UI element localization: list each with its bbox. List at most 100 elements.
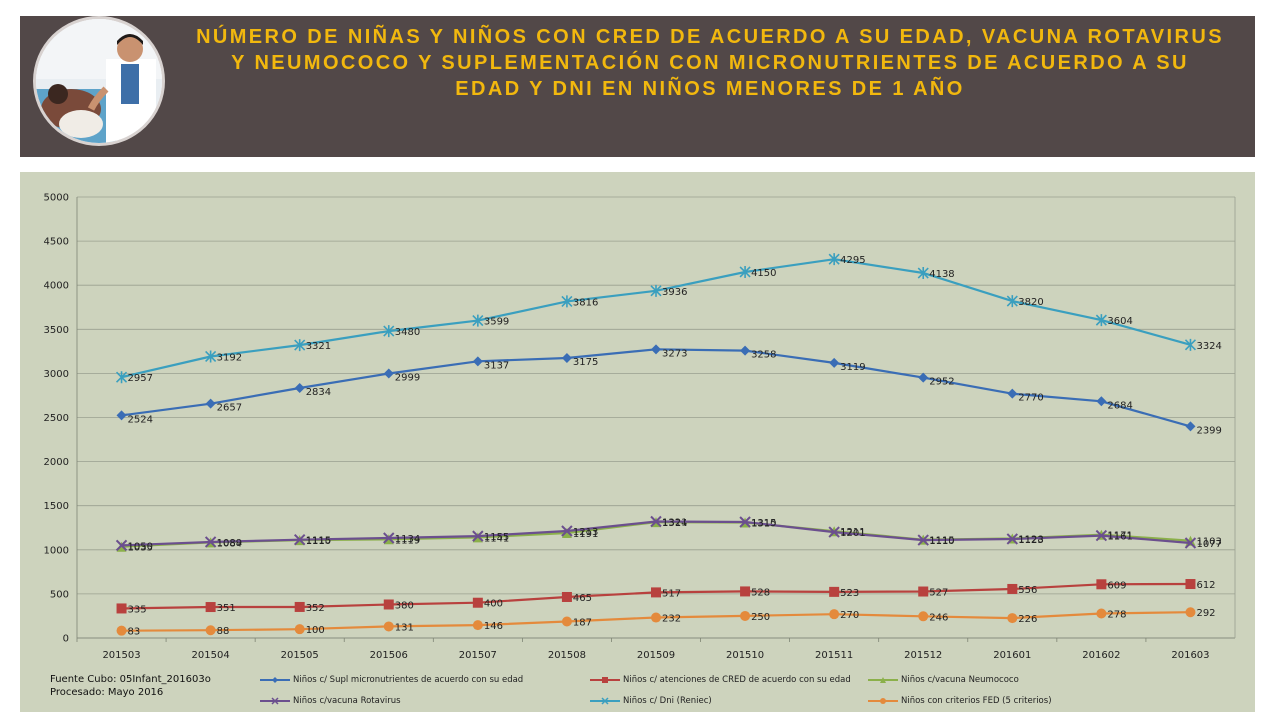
data-label: 351 <box>217 603 236 614</box>
data-label: 2834 <box>306 387 331 398</box>
data-point <box>561 295 573 308</box>
doctor-photo <box>33 16 165 146</box>
y-tick-label: 2000 <box>44 457 69 468</box>
x-tick-label: 201507 <box>459 650 497 661</box>
data-label: 400 <box>484 599 503 610</box>
data-label: 3599 <box>484 317 509 328</box>
data-label: 517 <box>662 588 681 599</box>
data-label: 146 <box>484 621 503 632</box>
data-point <box>116 603 127 614</box>
data-point <box>1007 613 1018 624</box>
series-line <box>121 348 1191 428</box>
data-point <box>829 609 840 620</box>
data-point <box>561 352 572 363</box>
legend-item: Niños c/vacuna Neumococo <box>868 675 1019 685</box>
legend-swatch-icon <box>590 697 620 705</box>
x-tick-label: 201512 <box>904 650 942 661</box>
data-point <box>1184 537 1197 549</box>
y-tick-label: 4500 <box>44 237 69 248</box>
x-tick-label: 201509 <box>637 650 675 661</box>
data-point <box>650 284 662 297</box>
data-label: 523 <box>840 588 859 599</box>
source-line-1: Fuente Cubo: 05Infant_201603o <box>50 674 211 685</box>
data-point <box>294 383 305 394</box>
data-label: 3192 <box>217 352 242 363</box>
data-point <box>828 526 840 538</box>
legend-item: Niños c/ Dni (Reniec) <box>590 696 712 706</box>
data-label: 3175 <box>573 357 598 368</box>
legend-label: Niños c/ atenciones de CRED de acuerdo c… <box>623 675 851 685</box>
y-tick-label: 1000 <box>44 545 69 556</box>
series-line <box>121 258 1191 379</box>
data-point <box>116 625 127 636</box>
data-label: 1089 <box>217 538 242 549</box>
title-banner: NÚMERO DE NIÑAS Y NIÑOS CON CRED DE ACUE… <box>20 16 1255 157</box>
legend-item: Niños c/ atenciones de CRED de acuerdo c… <box>590 675 851 685</box>
data-point <box>1185 607 1196 618</box>
data-label: 246 <box>929 612 948 623</box>
data-label: 250 <box>751 612 770 623</box>
data-label: 527 <box>929 588 948 599</box>
x-tick-label: 201601 <box>993 650 1031 661</box>
legend-item: Niños c/ Supl micronutrientes de acuerdo… <box>260 675 523 685</box>
data-label: 1084 <box>217 538 242 549</box>
y-tick-label: 4000 <box>44 281 69 292</box>
data-label: 612 <box>1196 580 1215 591</box>
data-label: 2770 <box>1018 393 1043 404</box>
data-point <box>828 253 840 266</box>
data-point <box>383 599 394 610</box>
data-point <box>917 534 929 546</box>
data-label: 3604 <box>1107 316 1132 327</box>
data-label: 2957 <box>128 373 153 384</box>
data-point <box>1096 396 1107 407</box>
data-point <box>918 586 929 597</box>
data-label: 3324 <box>1196 341 1221 352</box>
data-point <box>1006 533 1019 545</box>
data-point <box>115 539 128 552</box>
legend-label: Niños c/vacuna Rotavirus <box>293 696 401 706</box>
data-label: 1110 <box>929 536 954 547</box>
data-point <box>383 368 394 379</box>
data-label: 1161 <box>1107 532 1132 543</box>
data-point <box>293 533 306 546</box>
data-point <box>472 314 484 327</box>
data-point <box>917 267 929 280</box>
legend-label: Niños con criterios FED (5 criterios) <box>901 696 1052 706</box>
data-point <box>740 586 751 597</box>
x-tick-label: 201602 <box>1082 650 1120 661</box>
data-point <box>1006 295 1018 308</box>
data-label: 1123 <box>1018 535 1043 546</box>
data-label: 83 <box>128 627 141 638</box>
data-label: 352 <box>306 603 325 614</box>
data-label: 1077 <box>1196 539 1221 550</box>
x-tick-label: 201503 <box>102 650 140 661</box>
legend-swatch-icon <box>868 677 898 683</box>
data-label: 3820 <box>1018 297 1043 308</box>
page-title: NÚMERO DE NIÑAS Y NIÑOS CON CRED DE ACUE… <box>196 26 1224 100</box>
data-point <box>1007 583 1018 594</box>
data-label: 1141 <box>484 533 509 544</box>
x-tick-label: 201511 <box>815 650 853 661</box>
data-label: 270 <box>840 610 859 621</box>
data-point <box>561 527 572 538</box>
y-tick-label: 3500 <box>44 325 69 336</box>
data-point <box>472 620 483 631</box>
source-line-2: Procesado: Mayo 2016 <box>50 687 164 698</box>
data-point <box>115 371 128 384</box>
data-label: 3137 <box>484 360 509 371</box>
data-point <box>1007 388 1018 399</box>
data-point <box>205 602 216 613</box>
data-point <box>472 597 483 608</box>
legend-item: Niños c/vacuna Rotavirus <box>260 696 401 706</box>
data-label: 1314 <box>662 518 687 529</box>
data-point <box>1096 608 1107 619</box>
data-label: 3119 <box>840 362 865 373</box>
data-label: 335 <box>128 604 147 615</box>
data-point <box>116 410 127 421</box>
data-label: 2399 <box>1196 425 1221 436</box>
data-label: 3480 <box>395 327 420 338</box>
x-tick-label: 201506 <box>370 650 408 661</box>
data-point <box>1184 338 1197 351</box>
data-point <box>651 612 661 623</box>
data-label: 187 <box>573 618 592 629</box>
